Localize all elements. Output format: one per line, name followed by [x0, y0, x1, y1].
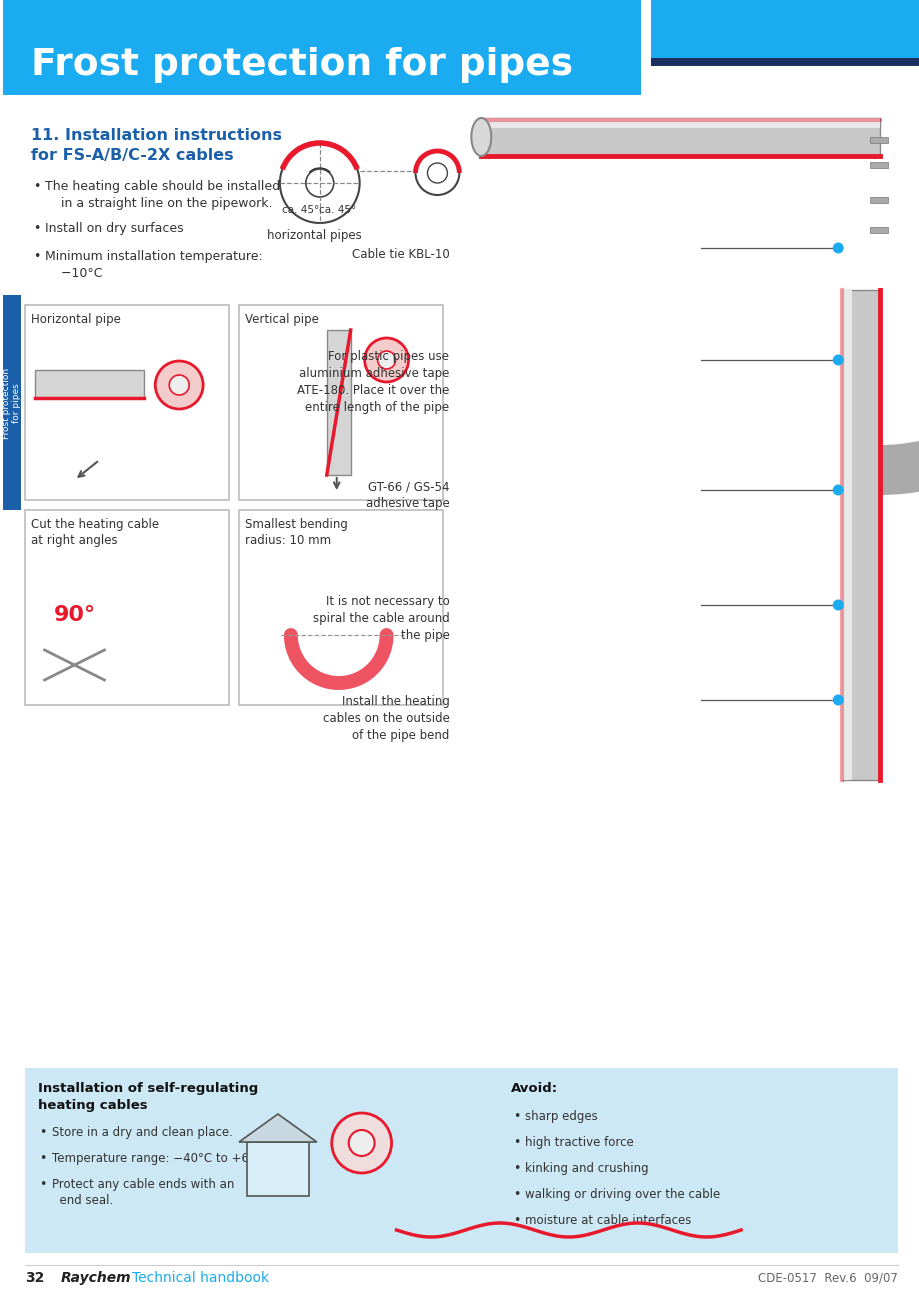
- Text: Store in a dry and clean place.: Store in a dry and clean place.: [51, 1125, 233, 1138]
- Text: 11. Installation instructions: 11. Installation instructions: [30, 127, 281, 143]
- Bar: [246, 1142, 309, 1196]
- Text: •: •: [40, 1151, 47, 1164]
- Text: Minimum installation temperature:
    −10°C: Minimum installation temperature: −10°C: [44, 250, 262, 280]
- Text: •: •: [32, 180, 40, 193]
- Bar: [650, 0, 919, 59]
- Text: walking or driving over the cable: walking or driving over the cable: [525, 1188, 720, 1201]
- Text: sharp edges: sharp edges: [525, 1110, 597, 1123]
- Text: moisture at cable interfaces: moisture at cable interfaces: [525, 1214, 691, 1227]
- Bar: [25, 510, 229, 705]
- Circle shape: [427, 163, 447, 183]
- Circle shape: [155, 360, 203, 409]
- Bar: [25, 304, 229, 500]
- Circle shape: [415, 151, 459, 195]
- Text: Avoid:: Avoid:: [511, 1082, 558, 1095]
- Bar: [326, 330, 350, 475]
- Bar: [239, 304, 443, 500]
- Circle shape: [377, 351, 395, 369]
- Text: •: •: [513, 1188, 520, 1201]
- Text: for FS-A/B/C-2X cables: for FS-A/B/C-2X cables: [30, 148, 233, 163]
- Circle shape: [348, 1131, 374, 1157]
- Text: •: •: [513, 1214, 520, 1227]
- Circle shape: [832, 242, 843, 254]
- Text: 90°: 90°: [53, 605, 96, 624]
- Text: 32: 32: [25, 1271, 44, 1285]
- Bar: [35, 369, 144, 398]
- Bar: [869, 226, 887, 233]
- Text: horizontal pipes: horizontal pipes: [267, 229, 362, 242]
- Text: ca. 45°: ca. 45°: [282, 206, 319, 215]
- Bar: [481, 118, 879, 127]
- Text: The heating cable should be installed
    in a straight line on the pipework.: The heating cable should be installed in…: [44, 180, 279, 209]
- Bar: [3, 295, 20, 510]
- Text: It is not necessary to
spiral the cable around
the pipe: It is not necessary to spiral the cable …: [312, 595, 448, 641]
- Text: Smallest bending
radius: 10 mm: Smallest bending radius: 10 mm: [244, 518, 347, 546]
- Text: •: •: [513, 1136, 520, 1149]
- Bar: [25, 1068, 897, 1253]
- Text: Cut the heating cable
at right angles: Cut the heating cable at right angles: [30, 518, 159, 546]
- Text: •: •: [513, 1110, 520, 1123]
- Text: Install the heating
cables on the outside
of the pipe bend: Install the heating cables on the outsid…: [323, 695, 448, 742]
- Circle shape: [832, 354, 843, 366]
- Text: Vertical pipe: Vertical pipe: [244, 314, 319, 327]
- Text: ca. 45°: ca. 45°: [319, 206, 356, 215]
- Bar: [239, 510, 443, 705]
- Bar: [869, 196, 887, 203]
- Ellipse shape: [471, 118, 491, 156]
- Text: Raychem: Raychem: [61, 1271, 131, 1285]
- Circle shape: [332, 1112, 391, 1174]
- Text: kinking and crushing: kinking and crushing: [525, 1162, 648, 1175]
- Text: •: •: [513, 1162, 520, 1175]
- Text: Frost protection for pipes: Frost protection for pipes: [30, 47, 572, 83]
- Text: Temperature range: −40°C to +60°C.: Temperature range: −40°C to +60°C.: [51, 1151, 274, 1164]
- Polygon shape: [239, 1114, 316, 1142]
- Text: Horizontal pipe: Horizontal pipe: [30, 314, 120, 327]
- Circle shape: [832, 600, 843, 610]
- Text: Cable tie KBL-10: Cable tie KBL-10: [351, 248, 448, 262]
- Text: Technical handbook: Technical handbook: [132, 1271, 269, 1285]
- Circle shape: [279, 143, 359, 222]
- Text: •: •: [32, 250, 40, 263]
- Bar: [481, 118, 879, 156]
- Bar: [3, 0, 641, 95]
- Text: •: •: [32, 222, 40, 235]
- Text: •: •: [40, 1177, 47, 1190]
- Text: Frost protection
for pipes: Frost protection for pipes: [2, 367, 21, 438]
- Bar: [841, 290, 851, 781]
- Text: Install on dry surfaces: Install on dry surfaces: [44, 222, 183, 235]
- Circle shape: [364, 338, 408, 382]
- Text: GT-66 / GS-54
adhesive tape: GT-66 / GS-54 adhesive tape: [365, 480, 448, 510]
- Text: Protect any cable ends with an
  end seal.: Protect any cable ends with an end seal.: [51, 1177, 233, 1207]
- Text: For plastic pipes use
aluminium adhesive tape
ATE-180. Place it over the
entire : For plastic pipes use aluminium adhesive…: [297, 350, 448, 414]
- Circle shape: [832, 695, 843, 705]
- Circle shape: [169, 375, 189, 396]
- Text: Installation of self-regulating
heating cables: Installation of self-regulating heating …: [38, 1082, 257, 1112]
- Bar: [841, 290, 879, 781]
- Circle shape: [305, 169, 334, 196]
- Text: CDE-0517  Rev.6  09/07: CDE-0517 Rev.6 09/07: [757, 1271, 897, 1284]
- Text: high tractive force: high tractive force: [525, 1136, 633, 1149]
- Text: •: •: [40, 1125, 47, 1138]
- Bar: [650, 59, 919, 66]
- Bar: [869, 137, 887, 143]
- Bar: [869, 163, 887, 168]
- Circle shape: [832, 484, 843, 496]
